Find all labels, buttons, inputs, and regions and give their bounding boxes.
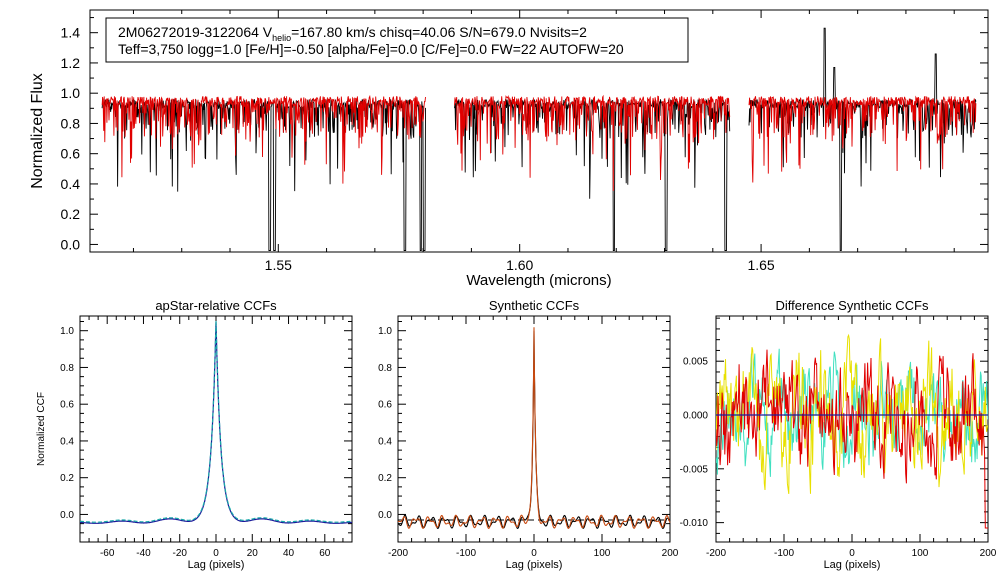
y-tick-label: 0.0 bbox=[60, 510, 74, 521]
x-tick-label: -100 bbox=[774, 548, 794, 559]
fit-stats: chisq=40.06 S/N=679.0 Nvisits=2 bbox=[379, 24, 587, 40]
y-tick-label: 1.0 bbox=[61, 85, 81, 101]
x-tick-label: -200 bbox=[388, 548, 408, 559]
y-tick-label: 0.6 bbox=[60, 400, 74, 411]
x-tick-label: 200 bbox=[980, 548, 997, 559]
y-tick-label: 0.6 bbox=[378, 400, 392, 411]
y-tick-label: 1.4 bbox=[61, 25, 81, 41]
x-tick-label: 1.55 bbox=[265, 257, 292, 273]
series-visit 2 bbox=[79, 320, 353, 523]
star-id: 2M06272019-3122064 bbox=[118, 24, 263, 40]
axes-apstar_ccf: -60 -40 -20 0 20 40 60 0.0 0.2 0.4 0.6 0.8 1.0 apStar… bbox=[36, 298, 353, 571]
y-tick-label: 0.0 bbox=[61, 236, 81, 252]
y-tick-label: 0.6 bbox=[61, 146, 81, 162]
x-tick-label: 200 bbox=[662, 548, 679, 559]
x-tick-label: 0 bbox=[531, 548, 537, 559]
x-tick-label: 60 bbox=[319, 548, 331, 559]
y-tick-label: -0.010 bbox=[680, 518, 709, 529]
annotation-frame bbox=[105, 17, 689, 63]
y-tick-label: 0.2 bbox=[378, 473, 392, 484]
x-axis-label: Lag (pixels) bbox=[506, 559, 563, 571]
spectrum-lines bbox=[101, 27, 977, 251]
axes-spectrum: 1.55 1.60 1.65 0.0 0.2 0.4 0.6 0.8 1.0 1.2 1.4 Wave… bbox=[29, 9, 989, 289]
y-tick-label: 0.000 bbox=[683, 411, 708, 422]
chart-title: Difference Synthetic CCFs bbox=[776, 298, 929, 313]
x-tick-label: 0 bbox=[849, 548, 855, 559]
x-tick-label: 40 bbox=[283, 548, 295, 559]
x-tick-label: -40 bbox=[136, 548, 151, 559]
v-subscript: helio bbox=[272, 33, 291, 43]
series-model bbox=[101, 94, 977, 191]
x-tick-label: 1.65 bbox=[747, 257, 774, 273]
plot-frame bbox=[79, 315, 353, 543]
x-tick-label: -200 bbox=[706, 548, 726, 559]
chart-title: Synthetic CCFs bbox=[489, 298, 580, 313]
x-tick-label: 100 bbox=[912, 548, 929, 559]
chart-title: apStar-relative CCFs bbox=[155, 298, 277, 313]
x-tick-label: 100 bbox=[594, 548, 611, 559]
ccf-lines bbox=[397, 327, 671, 530]
axes-synthetic_ccf: -200 -100 0 100 200 0.0 0.2 0.4 0.6 0.8 1.0 Synthet… bbox=[378, 298, 679, 571]
y-tick-label: 0.8 bbox=[378, 363, 392, 374]
plot-frame bbox=[89, 9, 989, 253]
annotation-line-2: Teff=3,750 logg=1.0 [Fe/H]=-0.50 [alpha/… bbox=[118, 41, 624, 57]
y-tick-label: 0.8 bbox=[60, 363, 74, 374]
y-tick-label: 0.4 bbox=[60, 436, 74, 447]
y-tick-label: 0.4 bbox=[61, 176, 81, 192]
axes-difference_ccf: -200 -100 0 100 200 -0.010 -0.005 0.000 0.005 Dif… bbox=[680, 298, 997, 571]
x-tick-label: 0 bbox=[213, 548, 219, 559]
x-tick-label: 1.60 bbox=[506, 257, 533, 273]
x-axis-label: Wavelength (microns) bbox=[466, 272, 611, 289]
series-ccf B bbox=[397, 327, 671, 530]
diff-lines bbox=[716, 333, 988, 529]
y-tick-label: 0.2 bbox=[61, 206, 81, 222]
y-tick-label: 1.0 bbox=[378, 326, 392, 337]
y-axis-label: Normalized Flux bbox=[29, 73, 46, 189]
y-tick-label: 0.005 bbox=[683, 357, 708, 368]
y-tick-label: 0.4 bbox=[378, 436, 392, 447]
x-axis-label: Lag (pixels) bbox=[188, 559, 245, 571]
annotation-box: 2M06272019-3122064 Vhelio=167.80 km/s ch… bbox=[105, 17, 689, 63]
y-tick-label: 0.2 bbox=[60, 473, 74, 484]
x-axis-label: Lag (pixels) bbox=[824, 559, 881, 571]
annotation-line-1: 2M06272019-3122064 Vhelio=167.80 km/s ch… bbox=[118, 24, 587, 43]
x-tick-label: -60 bbox=[100, 548, 115, 559]
y-axis-label: Normalized CCF bbox=[36, 392, 47, 466]
y-tick-label: 0.0 bbox=[378, 510, 392, 521]
y-tick-label: 0.8 bbox=[61, 115, 81, 131]
x-tick-label: 20 bbox=[247, 548, 259, 559]
series-visit 1 bbox=[79, 321, 353, 524]
x-tick-label: -100 bbox=[456, 548, 476, 559]
v-label: V bbox=[263, 24, 273, 40]
ccf-lines bbox=[79, 320, 353, 524]
series-diff 3 bbox=[716, 349, 988, 529]
x-tick-label: -20 bbox=[173, 548, 188, 559]
v-value: =167.80 km/s bbox=[291, 24, 379, 40]
y-tick-label: 1.2 bbox=[61, 55, 81, 71]
y-tick-label: -0.005 bbox=[680, 464, 709, 475]
y-tick-label: 1.0 bbox=[60, 326, 74, 337]
